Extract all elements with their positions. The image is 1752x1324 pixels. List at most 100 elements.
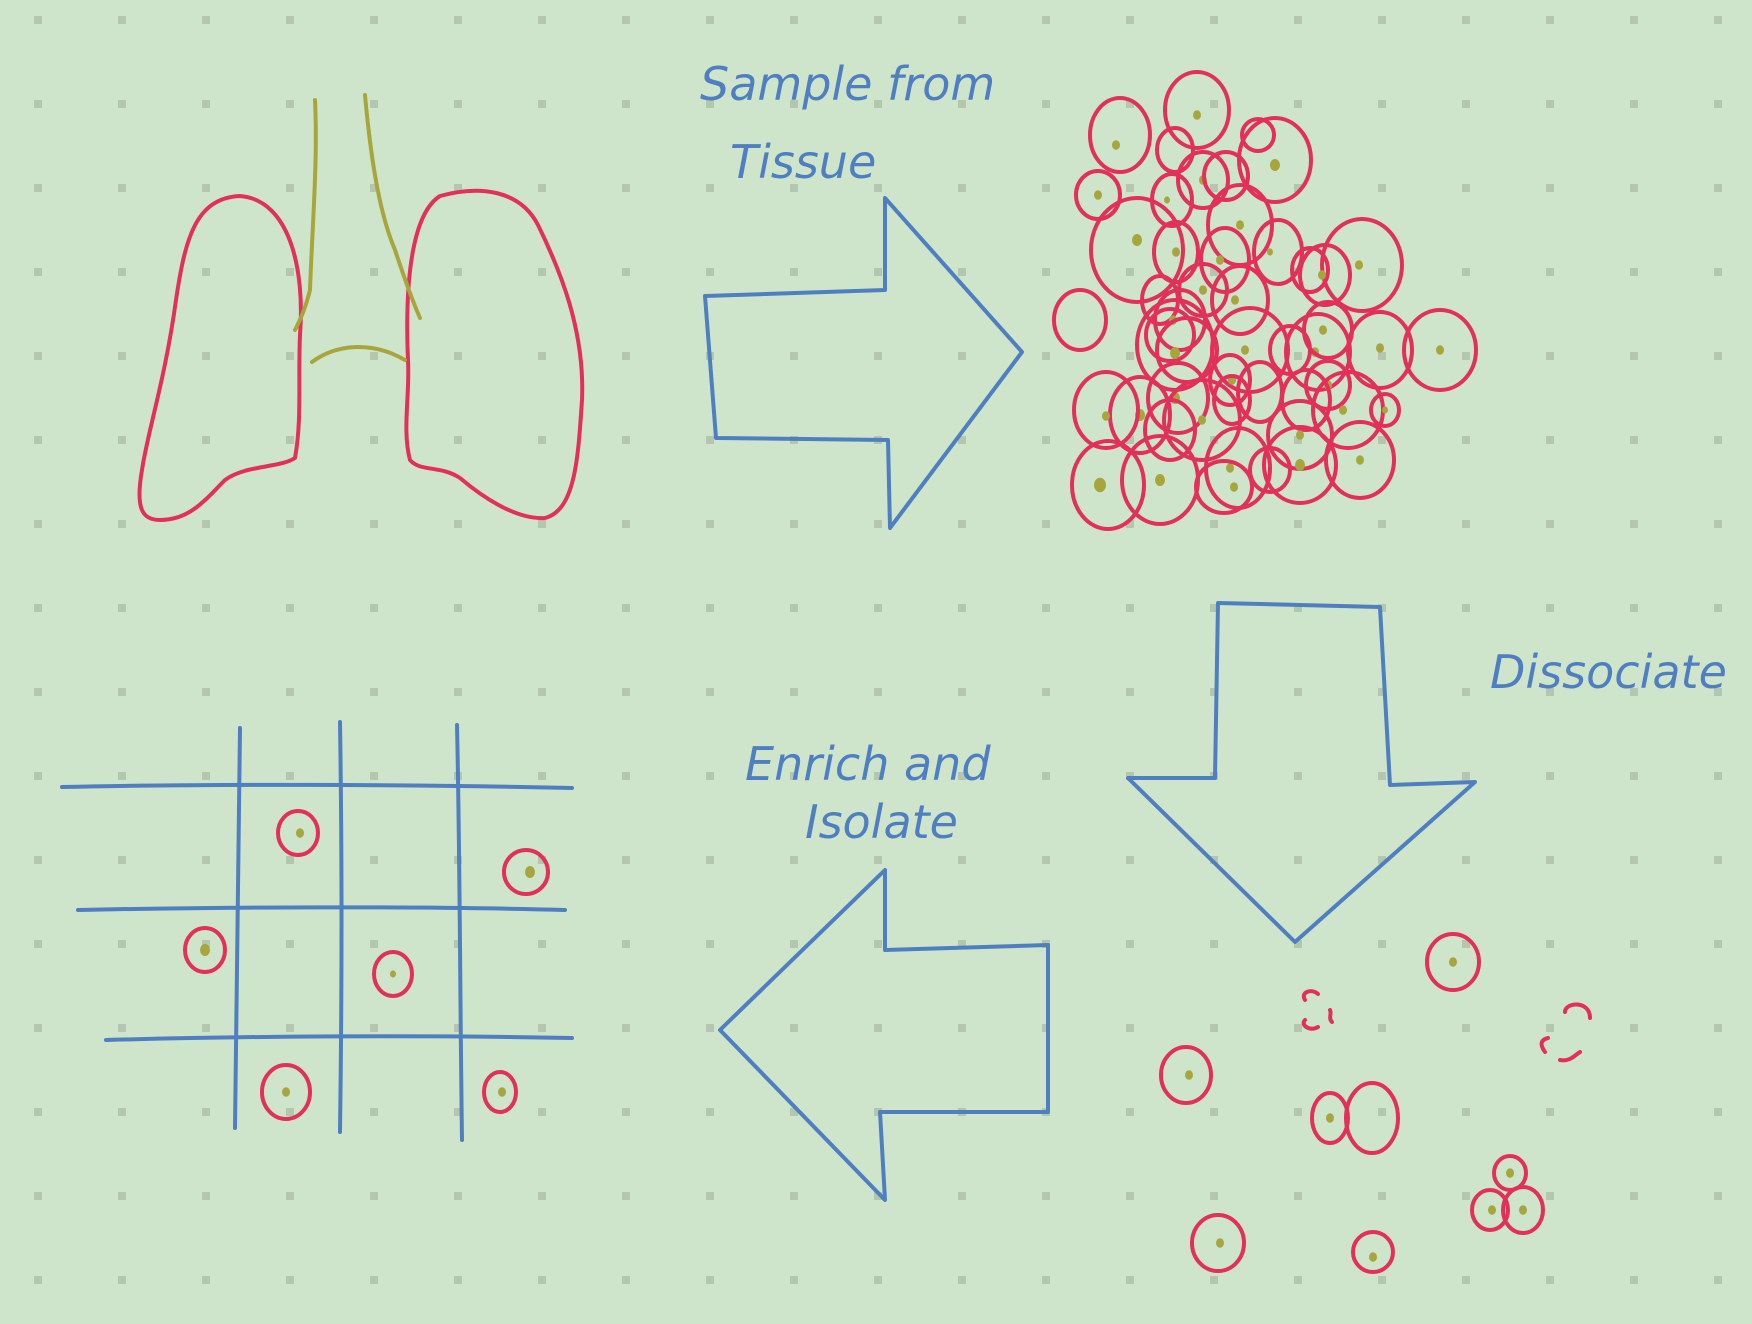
grid-dot — [1546, 688, 1554, 696]
dissociated-cell — [1159, 1045, 1213, 1105]
grid-dot — [874, 604, 882, 612]
arrow-dissociate — [1126, 601, 1477, 944]
grid-dot — [286, 268, 294, 276]
grid-dot — [790, 520, 798, 528]
cell-nucleus — [1094, 190, 1102, 200]
grid-dot — [370, 184, 378, 192]
grid-dot — [1294, 856, 1302, 864]
grid-dot — [1378, 688, 1386, 696]
grid-dot — [1462, 1108, 1470, 1116]
grid-dot — [874, 772, 882, 780]
grid-dot — [1378, 1108, 1386, 1116]
cell-nucleus — [1241, 345, 1249, 355]
grid-dot — [538, 604, 546, 612]
cell-membrane — [372, 950, 414, 998]
grid-line-h2 — [76, 905, 567, 912]
grid-dot — [958, 352, 966, 360]
cell-membrane — [1262, 425, 1338, 505]
cell-nucleus — [1369, 1252, 1377, 1262]
cell-nucleus — [1185, 1070, 1193, 1080]
grid-dot — [370, 604, 378, 612]
cell-nucleus — [1132, 234, 1142, 246]
cell-membrane — [1298, 243, 1352, 307]
tissue-cell — [1162, 378, 1242, 462]
grid-dot — [790, 772, 798, 780]
grid-dot — [1714, 1192, 1722, 1200]
grid-dot — [1294, 184, 1302, 192]
cell-nucleus — [1094, 477, 1106, 493]
grid-dot — [1630, 1192, 1638, 1200]
dissociated-cell — [1344, 1081, 1400, 1155]
grid-dot — [1294, 604, 1302, 612]
grid-dot — [874, 520, 882, 528]
cell-nucleus — [1382, 406, 1388, 414]
grid-dot — [1210, 100, 1218, 108]
grid-dot — [622, 352, 630, 360]
grid-dot — [286, 940, 294, 948]
cell-nucleus — [1231, 295, 1239, 305]
grid-dot — [1126, 436, 1134, 444]
grid-dot — [286, 184, 294, 192]
grid-dot — [538, 856, 546, 864]
cell-membrane — [482, 1070, 518, 1114]
grid-dot — [286, 16, 294, 24]
grid-dot — [202, 1024, 210, 1032]
grid-dot — [1378, 352, 1386, 360]
grid-dot — [1126, 100, 1134, 108]
grid-dot — [1546, 1108, 1554, 1116]
grid-dot — [874, 1276, 882, 1284]
grid-dot — [1462, 268, 1470, 276]
label-dissociate: Dissociate — [1490, 645, 1727, 699]
grid-dot — [1630, 352, 1638, 360]
cell-membrane — [1162, 378, 1242, 462]
grid-dot — [286, 772, 294, 780]
cell-nucleus — [1436, 345, 1444, 355]
grid-dot — [622, 772, 630, 780]
grid-dot — [1210, 688, 1218, 696]
cell-nucleus — [1319, 325, 1327, 335]
grid-dot — [622, 940, 630, 948]
tissue-cell — [1298, 243, 1352, 307]
tissue-cell-cluster — [1052, 70, 1478, 531]
grid-dot — [118, 772, 126, 780]
grid-dot — [1126, 520, 1134, 528]
cell-membrane — [1190, 1213, 1246, 1273]
grid-dot — [1714, 16, 1722, 24]
tissue-cell — [1262, 425, 1338, 505]
label-sample-from: Sample from — [700, 57, 995, 111]
grid-dot — [958, 268, 966, 276]
grid-dot — [118, 1108, 126, 1116]
cell-membrane — [1268, 324, 1312, 376]
grid-line-h1 — [60, 782, 574, 790]
grid-dot — [538, 436, 546, 444]
grid-dot — [874, 940, 882, 948]
isolated-cell — [372, 950, 414, 998]
grid-dot — [1462, 520, 1470, 528]
grid-dot — [1546, 1024, 1554, 1032]
cell-nucleus — [1296, 430, 1304, 440]
grid-dot — [118, 1192, 126, 1200]
label-tissue: Tissue — [730, 135, 876, 189]
grid-dot — [34, 520, 42, 528]
isolated-cell — [276, 809, 320, 857]
grid-dot — [1630, 184, 1638, 192]
cell-membrane — [1240, 117, 1276, 153]
grid-line-h3 — [104, 1034, 574, 1042]
cell-nucleus — [1112, 140, 1120, 150]
cell-nucleus — [1519, 1205, 1527, 1215]
grid-dot — [454, 1192, 462, 1200]
grid-dot — [874, 1024, 882, 1032]
grid-dot — [790, 184, 798, 192]
cell-nucleus — [296, 828, 304, 838]
grid-dot — [202, 100, 210, 108]
grid-dot — [1126, 184, 1134, 192]
grid-dot — [370, 16, 378, 24]
cell-membrane — [1155, 126, 1195, 174]
grid-dot — [202, 940, 210, 948]
cell-membrane — [1320, 217, 1404, 313]
cell-nucleus — [1355, 260, 1363, 270]
arrow-sample-from-tissue — [703, 196, 1024, 530]
grid-dot — [202, 1108, 210, 1116]
cell-nucleus — [282, 1087, 290, 1097]
grid-dot — [118, 520, 126, 528]
